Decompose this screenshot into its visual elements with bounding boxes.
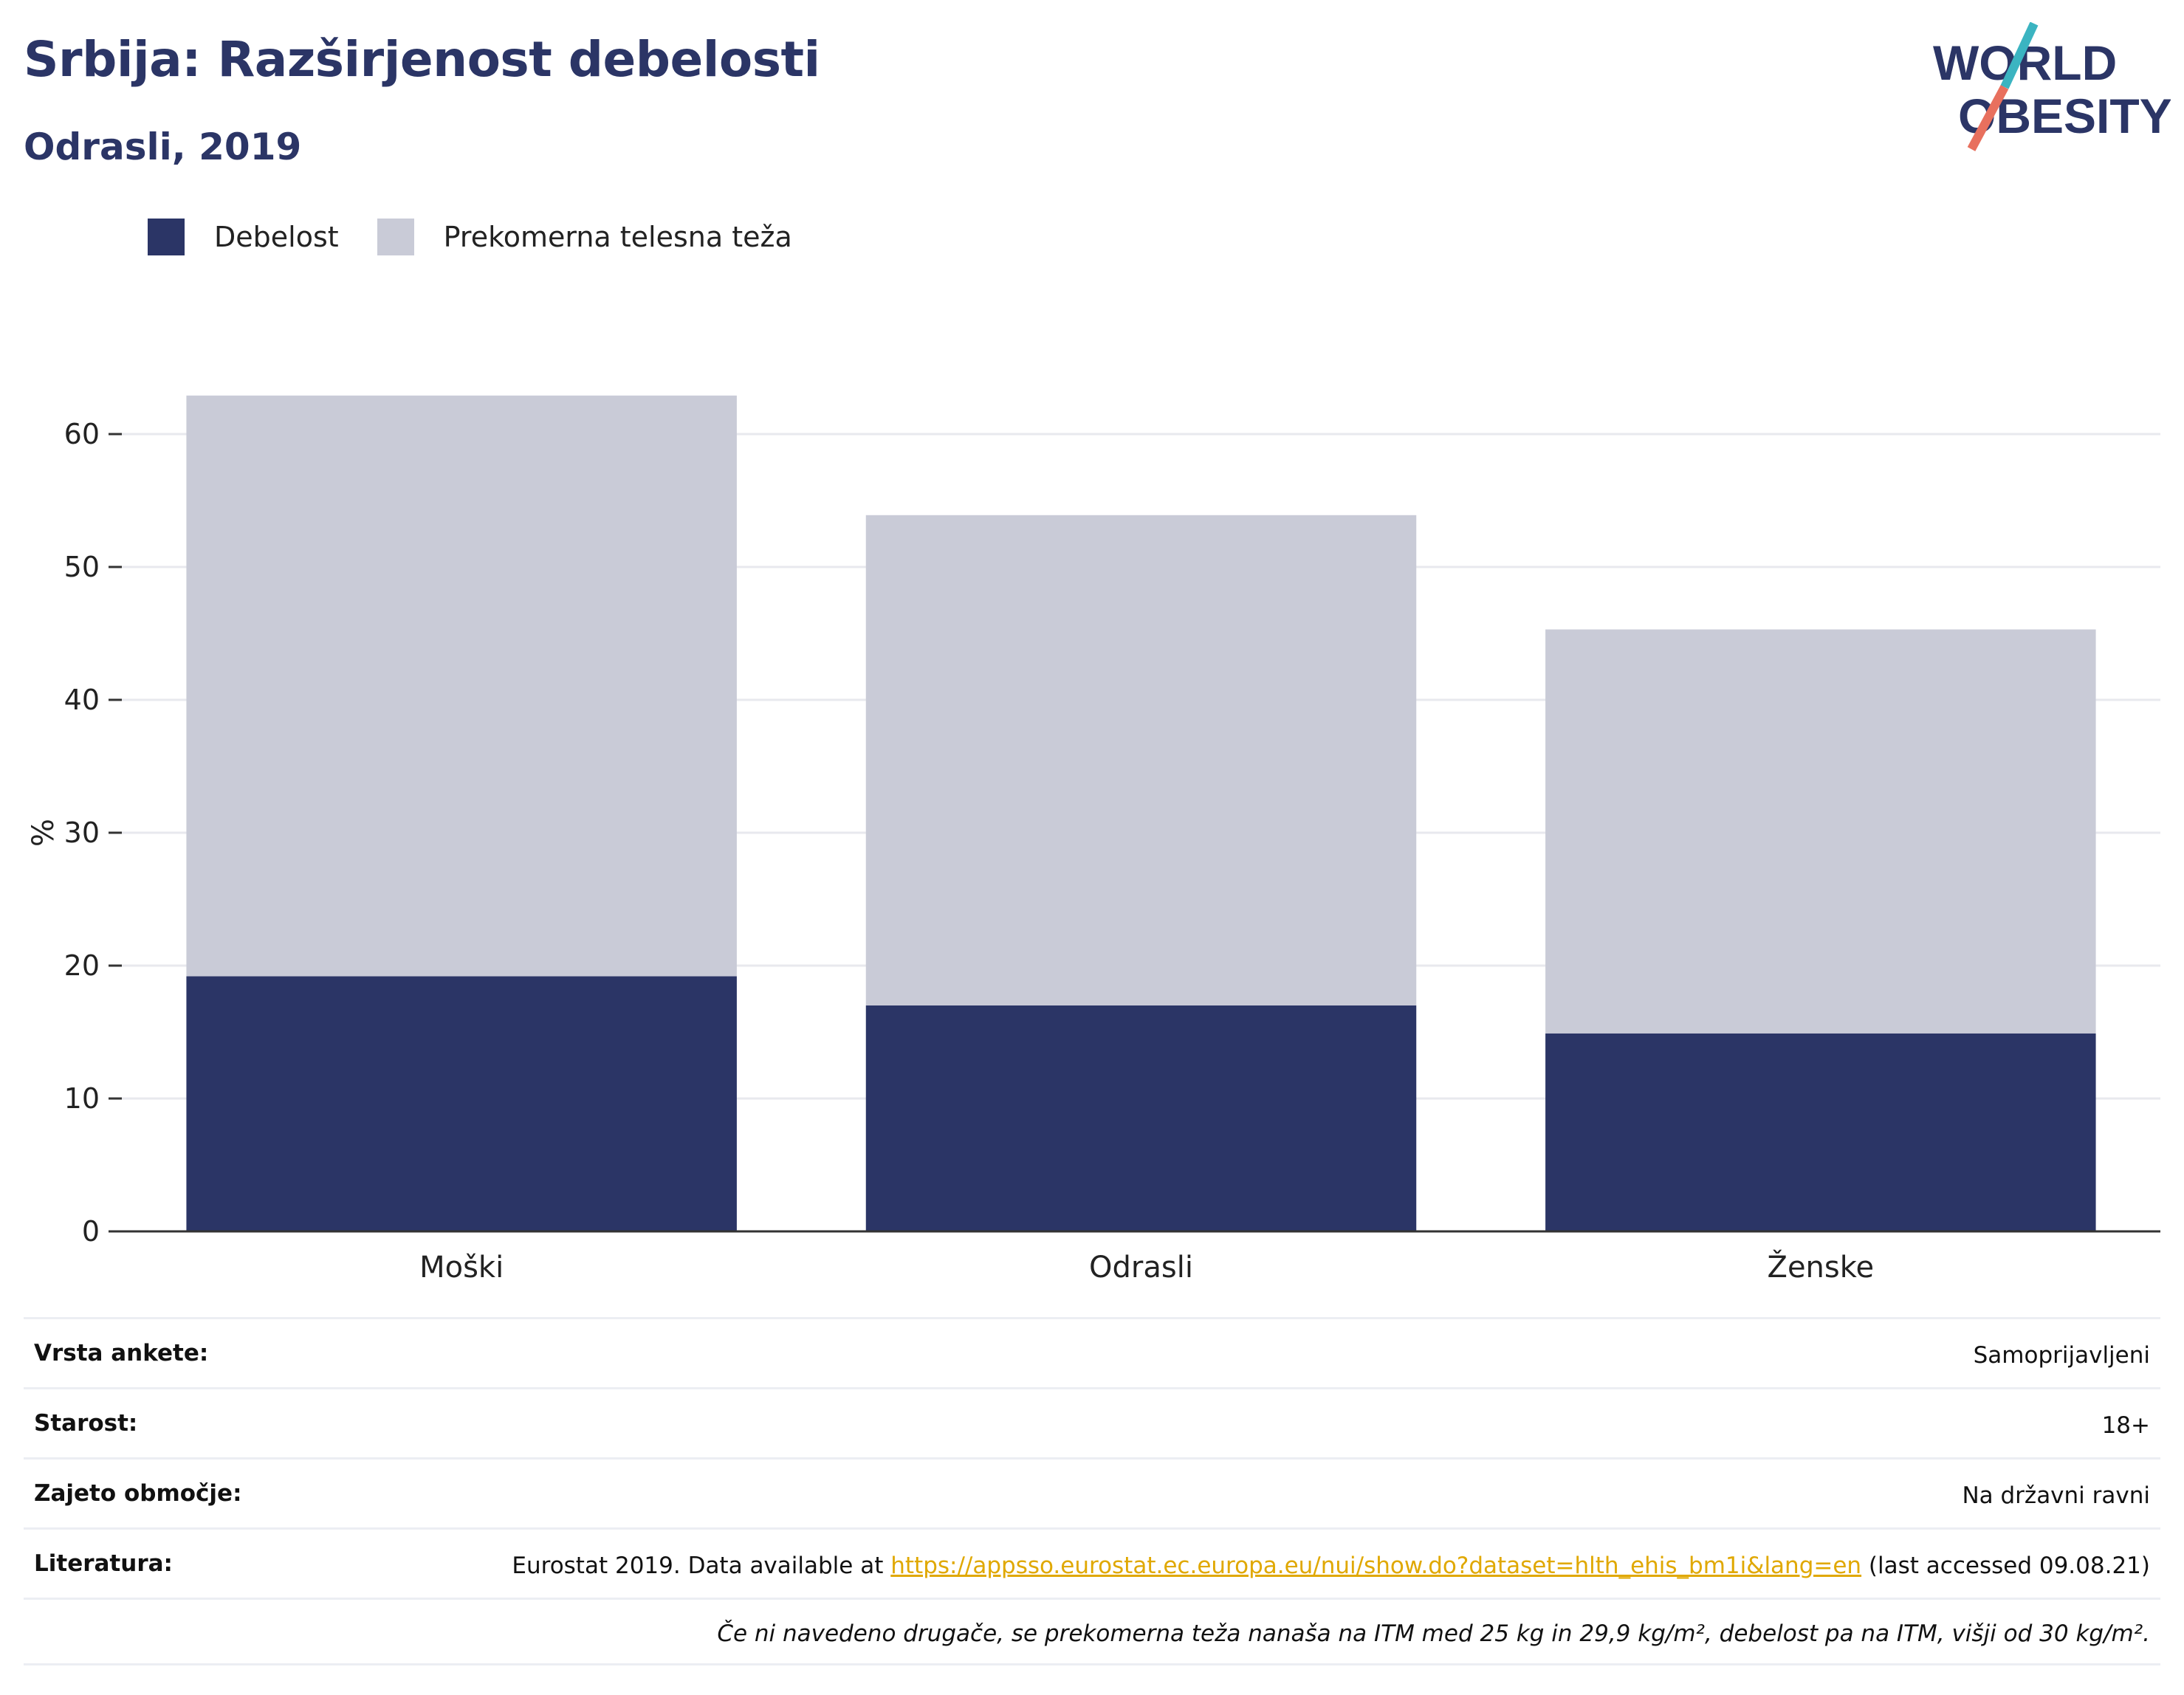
info-label-coverage: Zajeto območje: xyxy=(34,1480,242,1507)
bar-obesity-2 xyxy=(1545,1033,2096,1231)
literature-link[interactable]: https://appsso.eurostat.ec.europa.eu/nui… xyxy=(890,1553,1862,1579)
legend-item-obesity[interactable]: Debelost xyxy=(148,219,339,255)
bar-overweight-1 xyxy=(865,515,1417,1005)
logo-slash-coral xyxy=(1967,85,2009,151)
info-value-age: 18+ xyxy=(2101,1412,2150,1439)
literature-prefix: Eurostat 2019. Data available at xyxy=(512,1553,891,1579)
legend-swatch-obesity xyxy=(148,219,185,255)
info-row-age: Starost: 18+ xyxy=(24,1387,2160,1457)
info-label-survey-type: Vrsta ankete: xyxy=(34,1340,209,1366)
chart-subtitle: Odrasli, 2019 xyxy=(24,126,302,168)
info-value-coverage: Na državni ravni xyxy=(1962,1482,2150,1509)
info-value-literature: Eurostat 2019. Data available at https:/… xyxy=(512,1550,2150,1581)
legend-swatch-overweight xyxy=(377,219,414,255)
logo-slash-teal xyxy=(2000,22,2039,89)
bar-overweight-0 xyxy=(186,395,737,977)
x-tick-label-2: Ženske xyxy=(1768,1249,1875,1285)
y-tick-label-60: 60 xyxy=(64,418,100,450)
info-value-survey-type: Samoprijavljeni xyxy=(1973,1342,2150,1369)
y-tick-label-0: 0 xyxy=(82,1215,100,1248)
info-label-age: Starost: xyxy=(34,1410,138,1437)
y-tick-label-20: 20 xyxy=(64,949,100,982)
info-row-coverage: Zajeto območje: Na državni ravni xyxy=(24,1457,2160,1527)
y-tick-label-30: 30 xyxy=(64,816,100,849)
y-tick-label-10: 10 xyxy=(64,1082,100,1115)
info-row-survey-type: Vrsta ankete: Samoprijavljeni xyxy=(24,1317,2160,1387)
bar-obesity-1 xyxy=(865,1005,1417,1231)
info-row-literature: Literatura: Eurostat 2019. Data availabl… xyxy=(24,1527,2160,1598)
x-tick-label-0: Moški xyxy=(419,1251,504,1285)
legend-label-obesity: Debelost xyxy=(214,221,339,253)
x-tick-label-1: Odrasli xyxy=(1089,1251,1193,1285)
bar-obesity-0 xyxy=(186,976,737,1231)
legend: Debelost Prekomerna telesna teža xyxy=(148,219,831,255)
definition-note: Če ni navedeno drugače, se prekomerna te… xyxy=(717,1620,2150,1647)
bar-overweight-2 xyxy=(1545,629,2096,1034)
y-tick-label-50: 50 xyxy=(64,551,100,583)
chart-title: Srbija: Razširjenost debelosti xyxy=(24,31,820,88)
stacked-bar-chart: 0 10 20 30 40 50 60% Moški Odrasli Ženske xyxy=(27,395,2160,1285)
legend-label-overweight: Prekomerna telesna teža xyxy=(443,221,792,253)
y-axis-title: % xyxy=(27,819,61,847)
info-label-literature: Literatura: xyxy=(34,1550,173,1577)
legend-item-overweight[interactable]: Prekomerna telesna teža xyxy=(377,219,792,255)
info-table: Vrsta ankete: Samoprijavljeni Starost: 1… xyxy=(24,1317,2160,1665)
world-obesity-logo: WORLD OBESITY xyxy=(1933,22,2171,151)
info-row-note: Če ni navedeno drugače, se prekomerna te… xyxy=(24,1598,2160,1665)
y-tick-label-40: 40 xyxy=(64,684,100,716)
literature-suffix: (last accessed 09.08.21) xyxy=(1861,1553,2150,1579)
